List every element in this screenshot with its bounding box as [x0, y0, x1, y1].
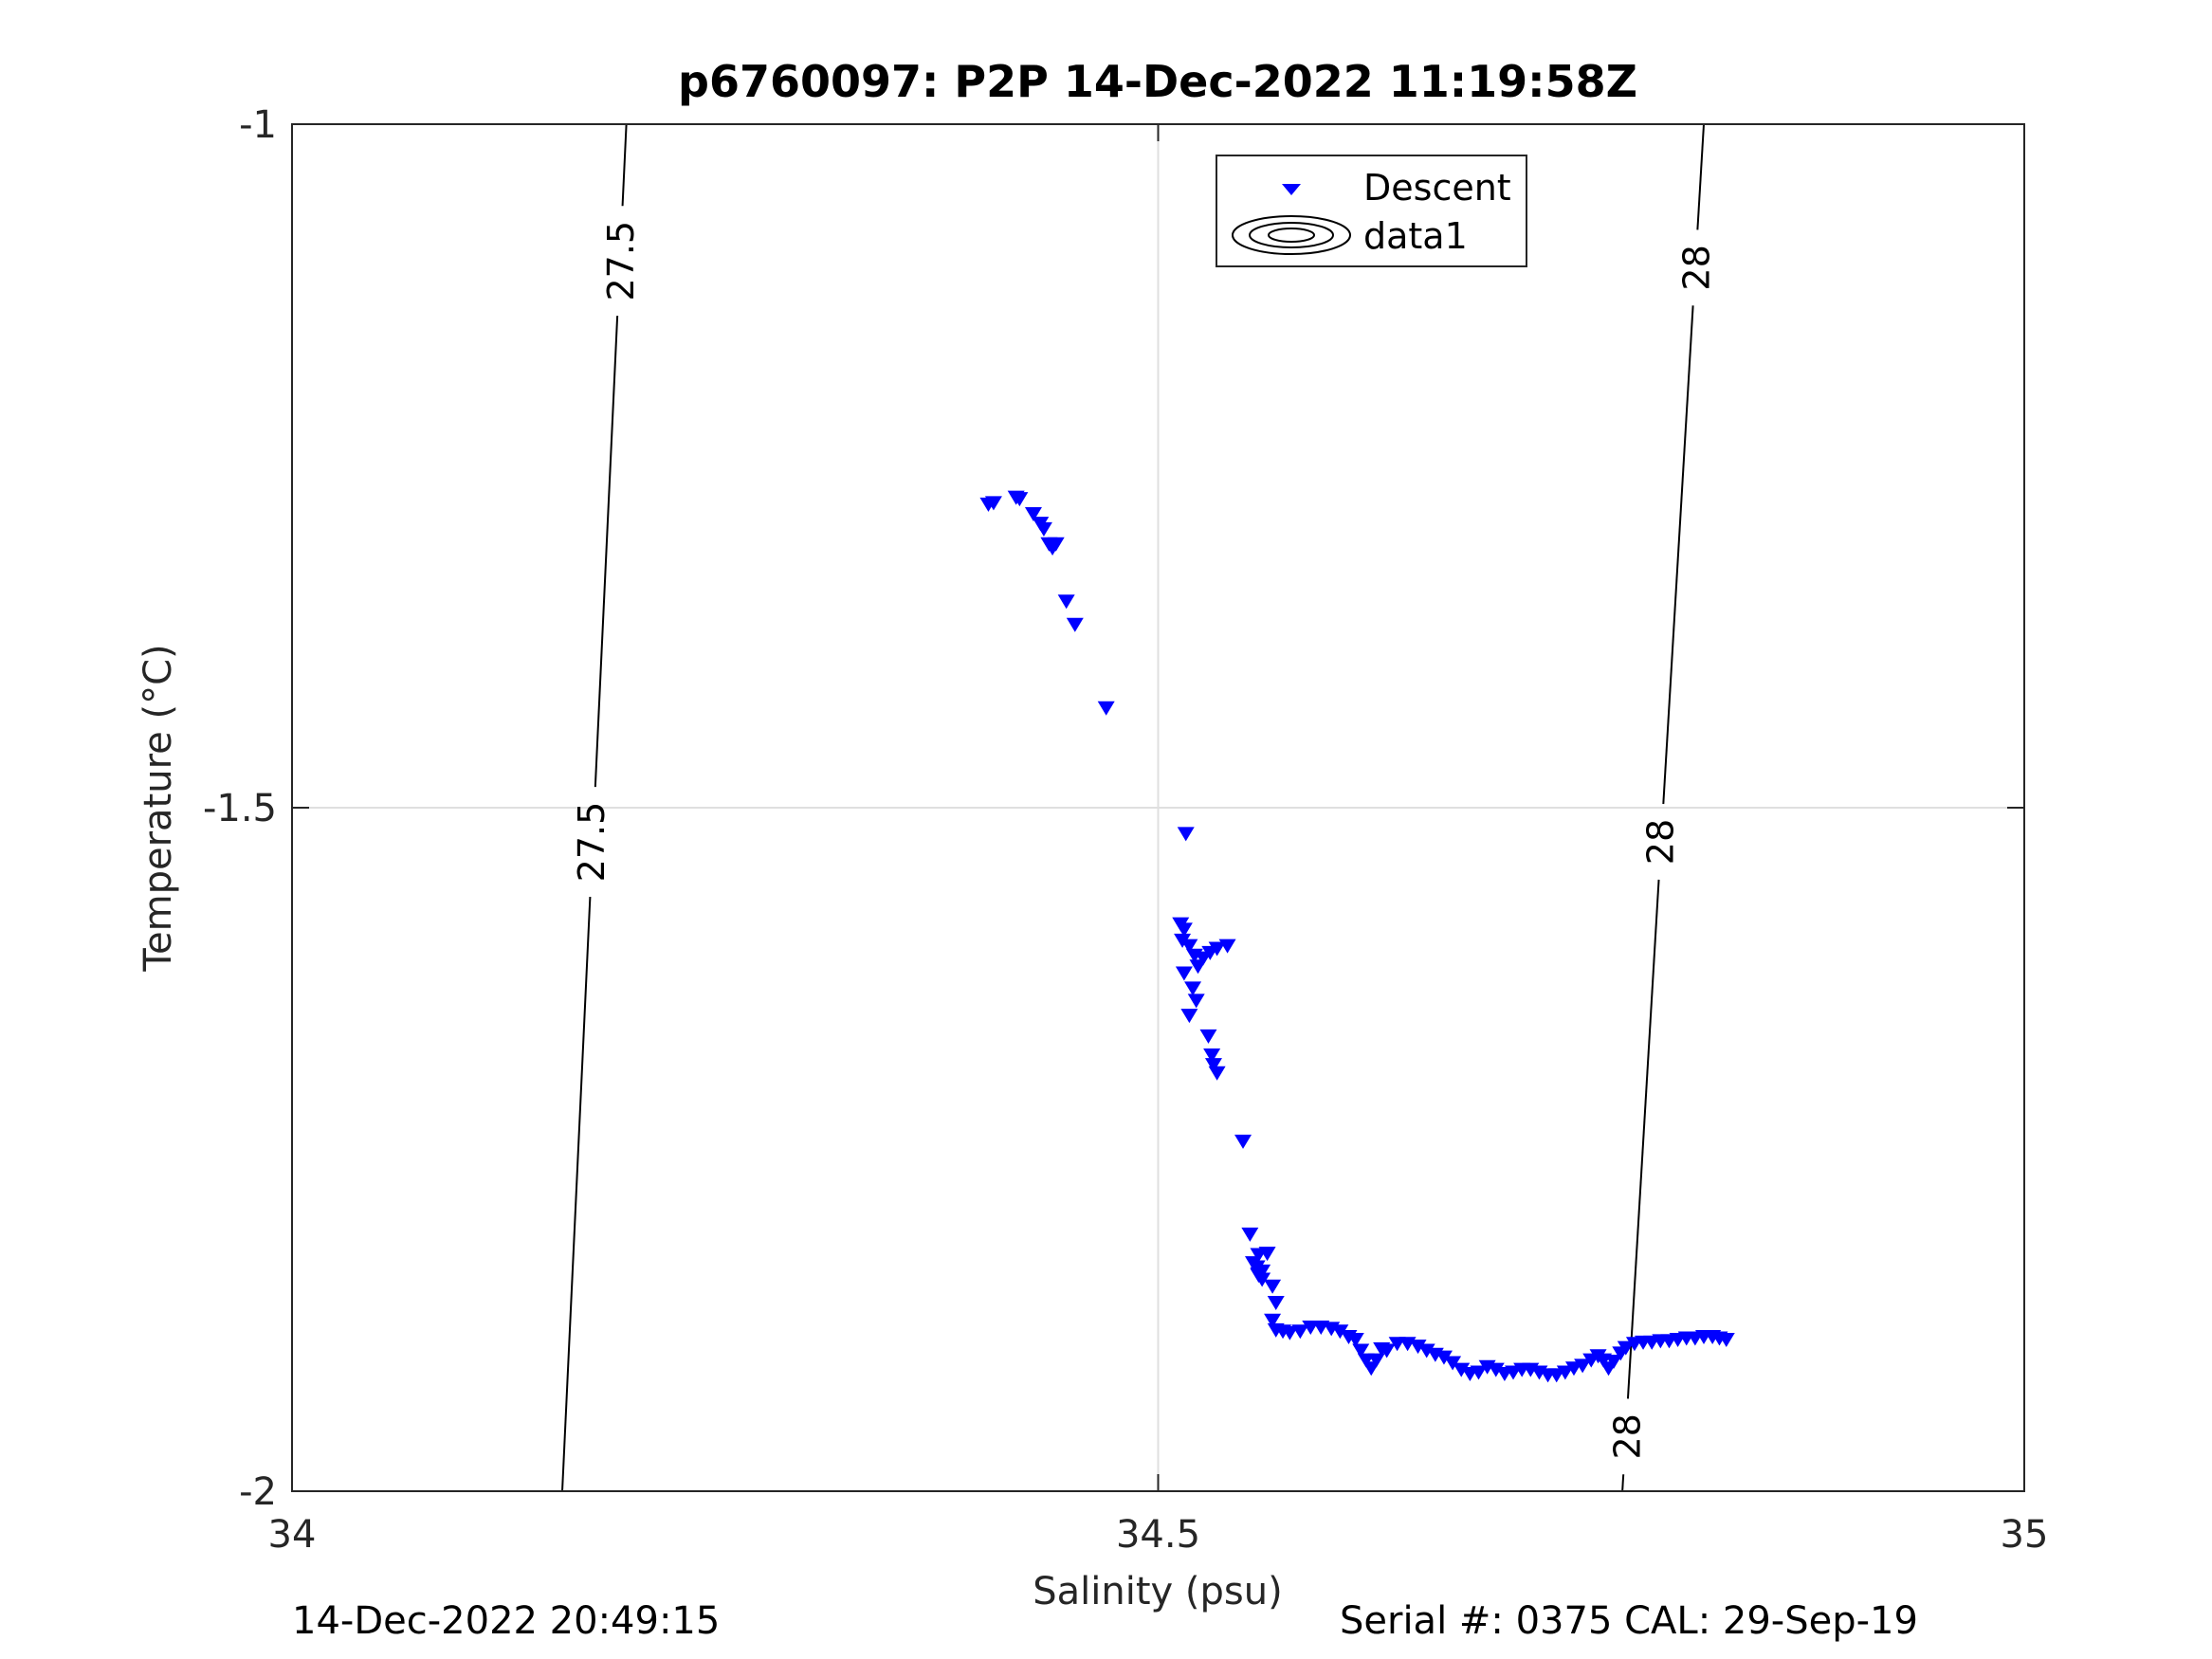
descent-point [1034, 521, 1052, 537]
contour-line-27.5 [561, 896, 592, 1492]
descent-point [1180, 1009, 1198, 1024]
descent-point [1199, 1029, 1217, 1044]
legend: Descent data1 [1216, 155, 1527, 267]
descent-point [1175, 966, 1193, 981]
descent-point [1264, 1279, 1282, 1294]
descent-point [1470, 1365, 1488, 1380]
descent-point [1281, 1325, 1299, 1340]
legend-contour-icon [1232, 215, 1351, 255]
legend-label-descent: Descent [1363, 167, 1511, 209]
descent-point [1605, 1355, 1623, 1370]
x-tick-label: 34 [268, 1513, 317, 1557]
descent-point [1218, 939, 1236, 954]
contour-line-27.5 [621, 123, 628, 207]
descent-point [1204, 1058, 1222, 1073]
descent-point [1556, 1365, 1574, 1380]
contour-label: 27.5 [571, 802, 612, 883]
axis-ticks: 34 34.5 35 -2 -1.5 -1 [203, 103, 2049, 1557]
descent-point [1331, 1324, 1349, 1340]
descent-point [1011, 492, 1029, 507]
y-tick-label: -1 [239, 103, 277, 147]
descent-point [1177, 827, 1195, 842]
legend-box [1216, 155, 1527, 267]
descent-point [1208, 1066, 1226, 1081]
y-axis-label: Temperature (°C) [137, 644, 180, 972]
descent-point [1291, 1324, 1309, 1340]
descent-point [1203, 1048, 1221, 1064]
contour-line-28 [1621, 1474, 1625, 1492]
descent-point [1234, 1134, 1252, 1149]
descent-point [1367, 1353, 1385, 1368]
descent-point [1208, 941, 1226, 957]
y-tick-label: -1.5 [203, 787, 277, 830]
descent-point [1180, 939, 1198, 954]
descent-point [1253, 1264, 1271, 1279]
contour-line-28 [1626, 879, 1660, 1399]
descent-point [1487, 1362, 1505, 1377]
y-tick-label: -2 [239, 1470, 277, 1514]
descent-point [1444, 1356, 1462, 1371]
descent-point [1241, 1227, 1259, 1242]
legend-label-data1: data1 [1363, 215, 1468, 257]
contour-label: 28 [1607, 1413, 1649, 1459]
descent-point [1264, 1313, 1282, 1328]
descent-point [1378, 1343, 1396, 1358]
descent-point [1267, 1296, 1285, 1311]
chart-title: p6760097: P2P 14-Dec-2022 11:19:58Z [678, 56, 1637, 107]
descent-series [979, 490, 1735, 1383]
descent-point [1187, 994, 1205, 1009]
descent-point [1453, 1362, 1471, 1377]
descent-point [1352, 1343, 1370, 1358]
descent-point [1184, 981, 1202, 996]
descent-point [984, 496, 1002, 511]
contour-label: 28 [1676, 245, 1718, 290]
x-axis-label: Salinity (psu) [1033, 1570, 1282, 1613]
descent-point [1717, 1332, 1735, 1347]
footer-serial-calibration: Serial #: 0375 CAL: 29-Sep-19 [1340, 1599, 1918, 1643]
descent-point [1435, 1350, 1453, 1365]
descent-point [1346, 1332, 1364, 1347]
descent-point [1066, 617, 1084, 632]
footer-timestamp: 14-Dec-2022 20:49:15 [292, 1599, 721, 1643]
contour-label: 28 [1639, 819, 1681, 865]
descent-point [1417, 1343, 1435, 1358]
descent-point [1574, 1358, 1592, 1374]
descent-point [1057, 594, 1075, 610]
x-tick-label: 34.5 [1116, 1513, 1200, 1557]
x-tick-label: 35 [2001, 1513, 2049, 1557]
descent-point [1617, 1340, 1635, 1356]
legend-marker-descent [1282, 184, 1301, 195]
descent-point [1409, 1340, 1427, 1355]
contour-line-28 [1662, 305, 1694, 805]
descent-point [1047, 537, 1065, 552]
density-contours: 27.5 27.5 28 28 28 [561, 123, 1718, 1492]
descent-point [1097, 701, 1115, 716]
contour-line-28 [1696, 123, 1706, 230]
contour-line-27.5 [594, 316, 619, 788]
descent-point [1175, 922, 1193, 938]
contour-label: 27.5 [600, 221, 642, 301]
descent-point [1024, 506, 1042, 521]
descent-point [1258, 1247, 1276, 1262]
